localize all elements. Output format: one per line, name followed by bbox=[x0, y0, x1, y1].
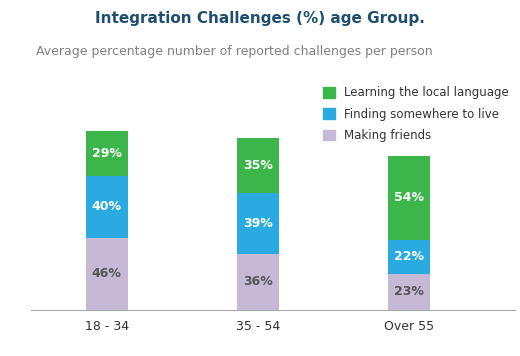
Text: 36%: 36% bbox=[243, 275, 273, 288]
Bar bbox=[237, 193, 279, 253]
Bar bbox=[388, 274, 430, 310]
Bar bbox=[86, 131, 128, 176]
Bar bbox=[237, 253, 279, 310]
Text: Integration Challenges (%) age Group.: Integration Challenges (%) age Group. bbox=[95, 11, 425, 26]
Text: 46%: 46% bbox=[92, 267, 122, 281]
Bar bbox=[237, 138, 279, 193]
Text: 35%: 35% bbox=[243, 159, 273, 172]
Text: 29%: 29% bbox=[92, 147, 122, 160]
Text: 39%: 39% bbox=[243, 217, 273, 230]
Bar bbox=[86, 176, 128, 238]
Bar bbox=[388, 240, 430, 274]
Legend: Learning the local language, Finding somewhere to live, Making friends: Learning the local language, Finding som… bbox=[323, 87, 509, 142]
Text: 40%: 40% bbox=[92, 200, 122, 214]
Bar bbox=[86, 238, 128, 310]
Bar bbox=[388, 156, 430, 240]
Text: Average percentage number of reported challenges per person: Average percentage number of reported ch… bbox=[36, 44, 433, 58]
Text: 22%: 22% bbox=[394, 250, 424, 263]
Text: 23%: 23% bbox=[394, 285, 424, 298]
Text: 54%: 54% bbox=[394, 191, 424, 204]
